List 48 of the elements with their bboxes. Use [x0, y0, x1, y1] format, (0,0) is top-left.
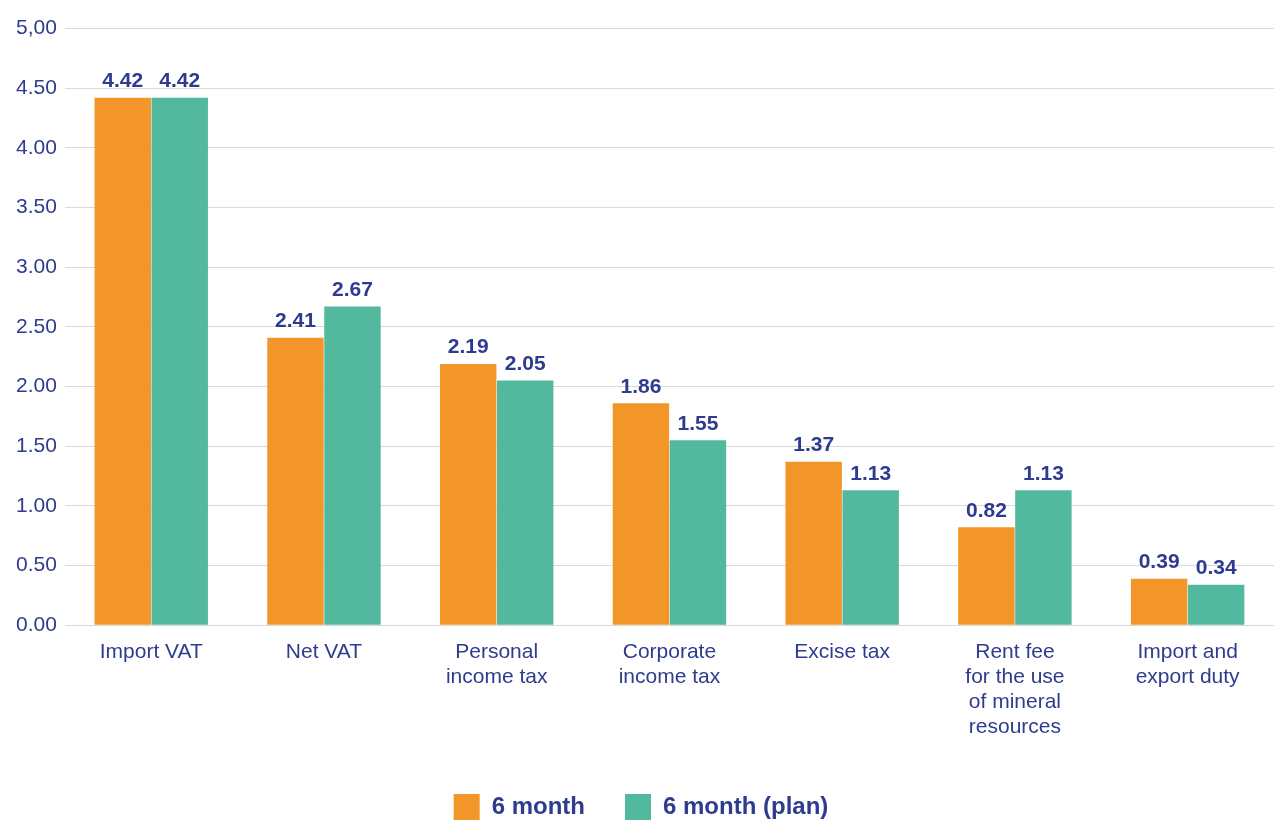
data-label: 4.42 [159, 68, 201, 92]
x-tick-label: Corporate income tax [618, 638, 721, 687]
x-tick-label: Excise tax [794, 638, 891, 662]
y-tick-label: 2.00 [16, 373, 57, 397]
y-tick-label: 4.50 [16, 75, 57, 99]
data-label: 2.05 [504, 350, 546, 374]
y-tick-label: 4.00 [16, 134, 57, 158]
data-label: 1.55 [677, 410, 719, 434]
data-label: 2.19 [447, 334, 489, 358]
bar [612, 403, 670, 625]
data-label: 4.42 [102, 68, 144, 92]
y-tick-label: 3.50 [16, 194, 57, 218]
x-tick-label: Net VAT [285, 638, 363, 662]
data-label: 2.67 [332, 276, 373, 300]
bar [151, 97, 208, 625]
data-label: 1.86 [620, 373, 662, 397]
bar [267, 337, 324, 625]
y-tick-label: 1.00 [16, 492, 57, 516]
x-tick-label: Import and export duty [1135, 638, 1241, 687]
bar [1130, 578, 1188, 625]
legend-label: 6 month (plan) [663, 791, 829, 819]
bar [1015, 490, 1072, 625]
bar [496, 380, 554, 625]
x-tick-label: Import VAT [99, 638, 203, 662]
bar [958, 527, 1015, 625]
x-tick-label: Personal income tax [445, 638, 548, 687]
y-tick-label: 5,00 [16, 15, 57, 39]
data-label: 1.13 [850, 460, 892, 484]
y-tick-label: 3.00 [16, 254, 57, 278]
y-tick-label: 0.00 [16, 612, 57, 635]
bar [94, 97, 151, 625]
bar [842, 490, 899, 625]
bar [324, 306, 381, 625]
data-label: 0.39 [1138, 548, 1180, 572]
bar [785, 461, 842, 625]
y-tick-label: 0.50 [16, 552, 57, 576]
y-tick-label: 1.50 [16, 433, 57, 457]
data-label: 1.13 [1022, 460, 1064, 484]
data-label: 0.82 [965, 497, 1007, 521]
data-label: 0.34 [1195, 554, 1237, 578]
data-label: 1.37 [793, 432, 835, 456]
data-label: 2.41 [275, 307, 317, 331]
legend-label: 6 month [491, 791, 586, 819]
y-tick-label: 2.50 [16, 313, 57, 337]
bar [439, 363, 497, 625]
x-tick-label: Rent fee for the use of mineral resources [965, 638, 1065, 738]
bar [1187, 584, 1245, 625]
bar [669, 440, 727, 625]
